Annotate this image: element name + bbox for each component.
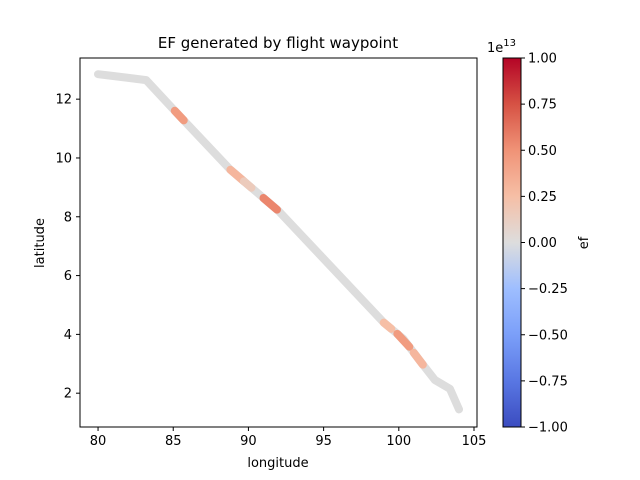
colorbar-tick-label: 0.50 — [528, 144, 557, 159]
colorbar-tick-label: −0.75 — [528, 374, 568, 389]
y-tick-label: 2 — [64, 387, 72, 402]
x-tick-label: 95 — [315, 434, 332, 449]
ef-segment — [393, 329, 414, 351]
x-tick-label: 85 — [165, 434, 182, 449]
colorbar-tick-label: −0.50 — [528, 328, 568, 343]
plot-frame — [79, 57, 478, 428]
x-tick-label: 90 — [240, 434, 257, 449]
x-tick-label: 100 — [386, 434, 411, 449]
ef-segment — [259, 194, 281, 214]
colorbar-tick-label: 0.75 — [528, 98, 557, 113]
y-axis-label: latitude — [33, 218, 48, 268]
colorbar-ticks: −1.00 −0.75 −0.50 −0.25 0.00 0.25 0.50 0.75 1.00 — [521, 52, 568, 436]
x-tick-label: 80 — [90, 434, 107, 449]
y-tick-label: 8 — [64, 210, 72, 225]
colorbar-tick-label: 0.00 — [528, 236, 557, 251]
y-axis: 2 4 6 8 10 12 — [55, 93, 80, 402]
colorbar-label: ef — [577, 236, 592, 249]
ef-segment — [409, 348, 427, 369]
colorbar: −1.00 −0.75 −0.50 −0.25 0.00 0.25 0.50 0.75 1.00… — [487, 38, 592, 436]
y-tick-label: 6 — [64, 269, 72, 284]
colorbar-tick-label: −0.25 — [528, 282, 568, 297]
colorbar-tick-label: 0.25 — [528, 190, 557, 205]
chart-title: EF generated by flight waypoint — [158, 34, 398, 52]
x-axis-label: longitude — [247, 456, 308, 471]
x-axis: 80 85 90 95 100 105 — [90, 427, 487, 449]
x-tick-label: 105 — [462, 434, 487, 449]
plot-area — [94, 70, 463, 414]
ef-segment — [170, 106, 188, 125]
flight-path — [94, 70, 463, 414]
colorbar-multiplier: 1e13 — [487, 38, 516, 56]
y-tick-label: 12 — [55, 93, 72, 108]
colorbar-tick-label: −1.00 — [528, 421, 568, 436]
y-tick-label: 4 — [64, 328, 72, 343]
colorbar-tick-label: 1.00 — [528, 52, 557, 67]
ef-segment — [379, 318, 396, 333]
ef-segment — [239, 177, 256, 192]
colorbar-gradient — [502, 57, 522, 428]
y-tick-label: 10 — [55, 151, 72, 166]
